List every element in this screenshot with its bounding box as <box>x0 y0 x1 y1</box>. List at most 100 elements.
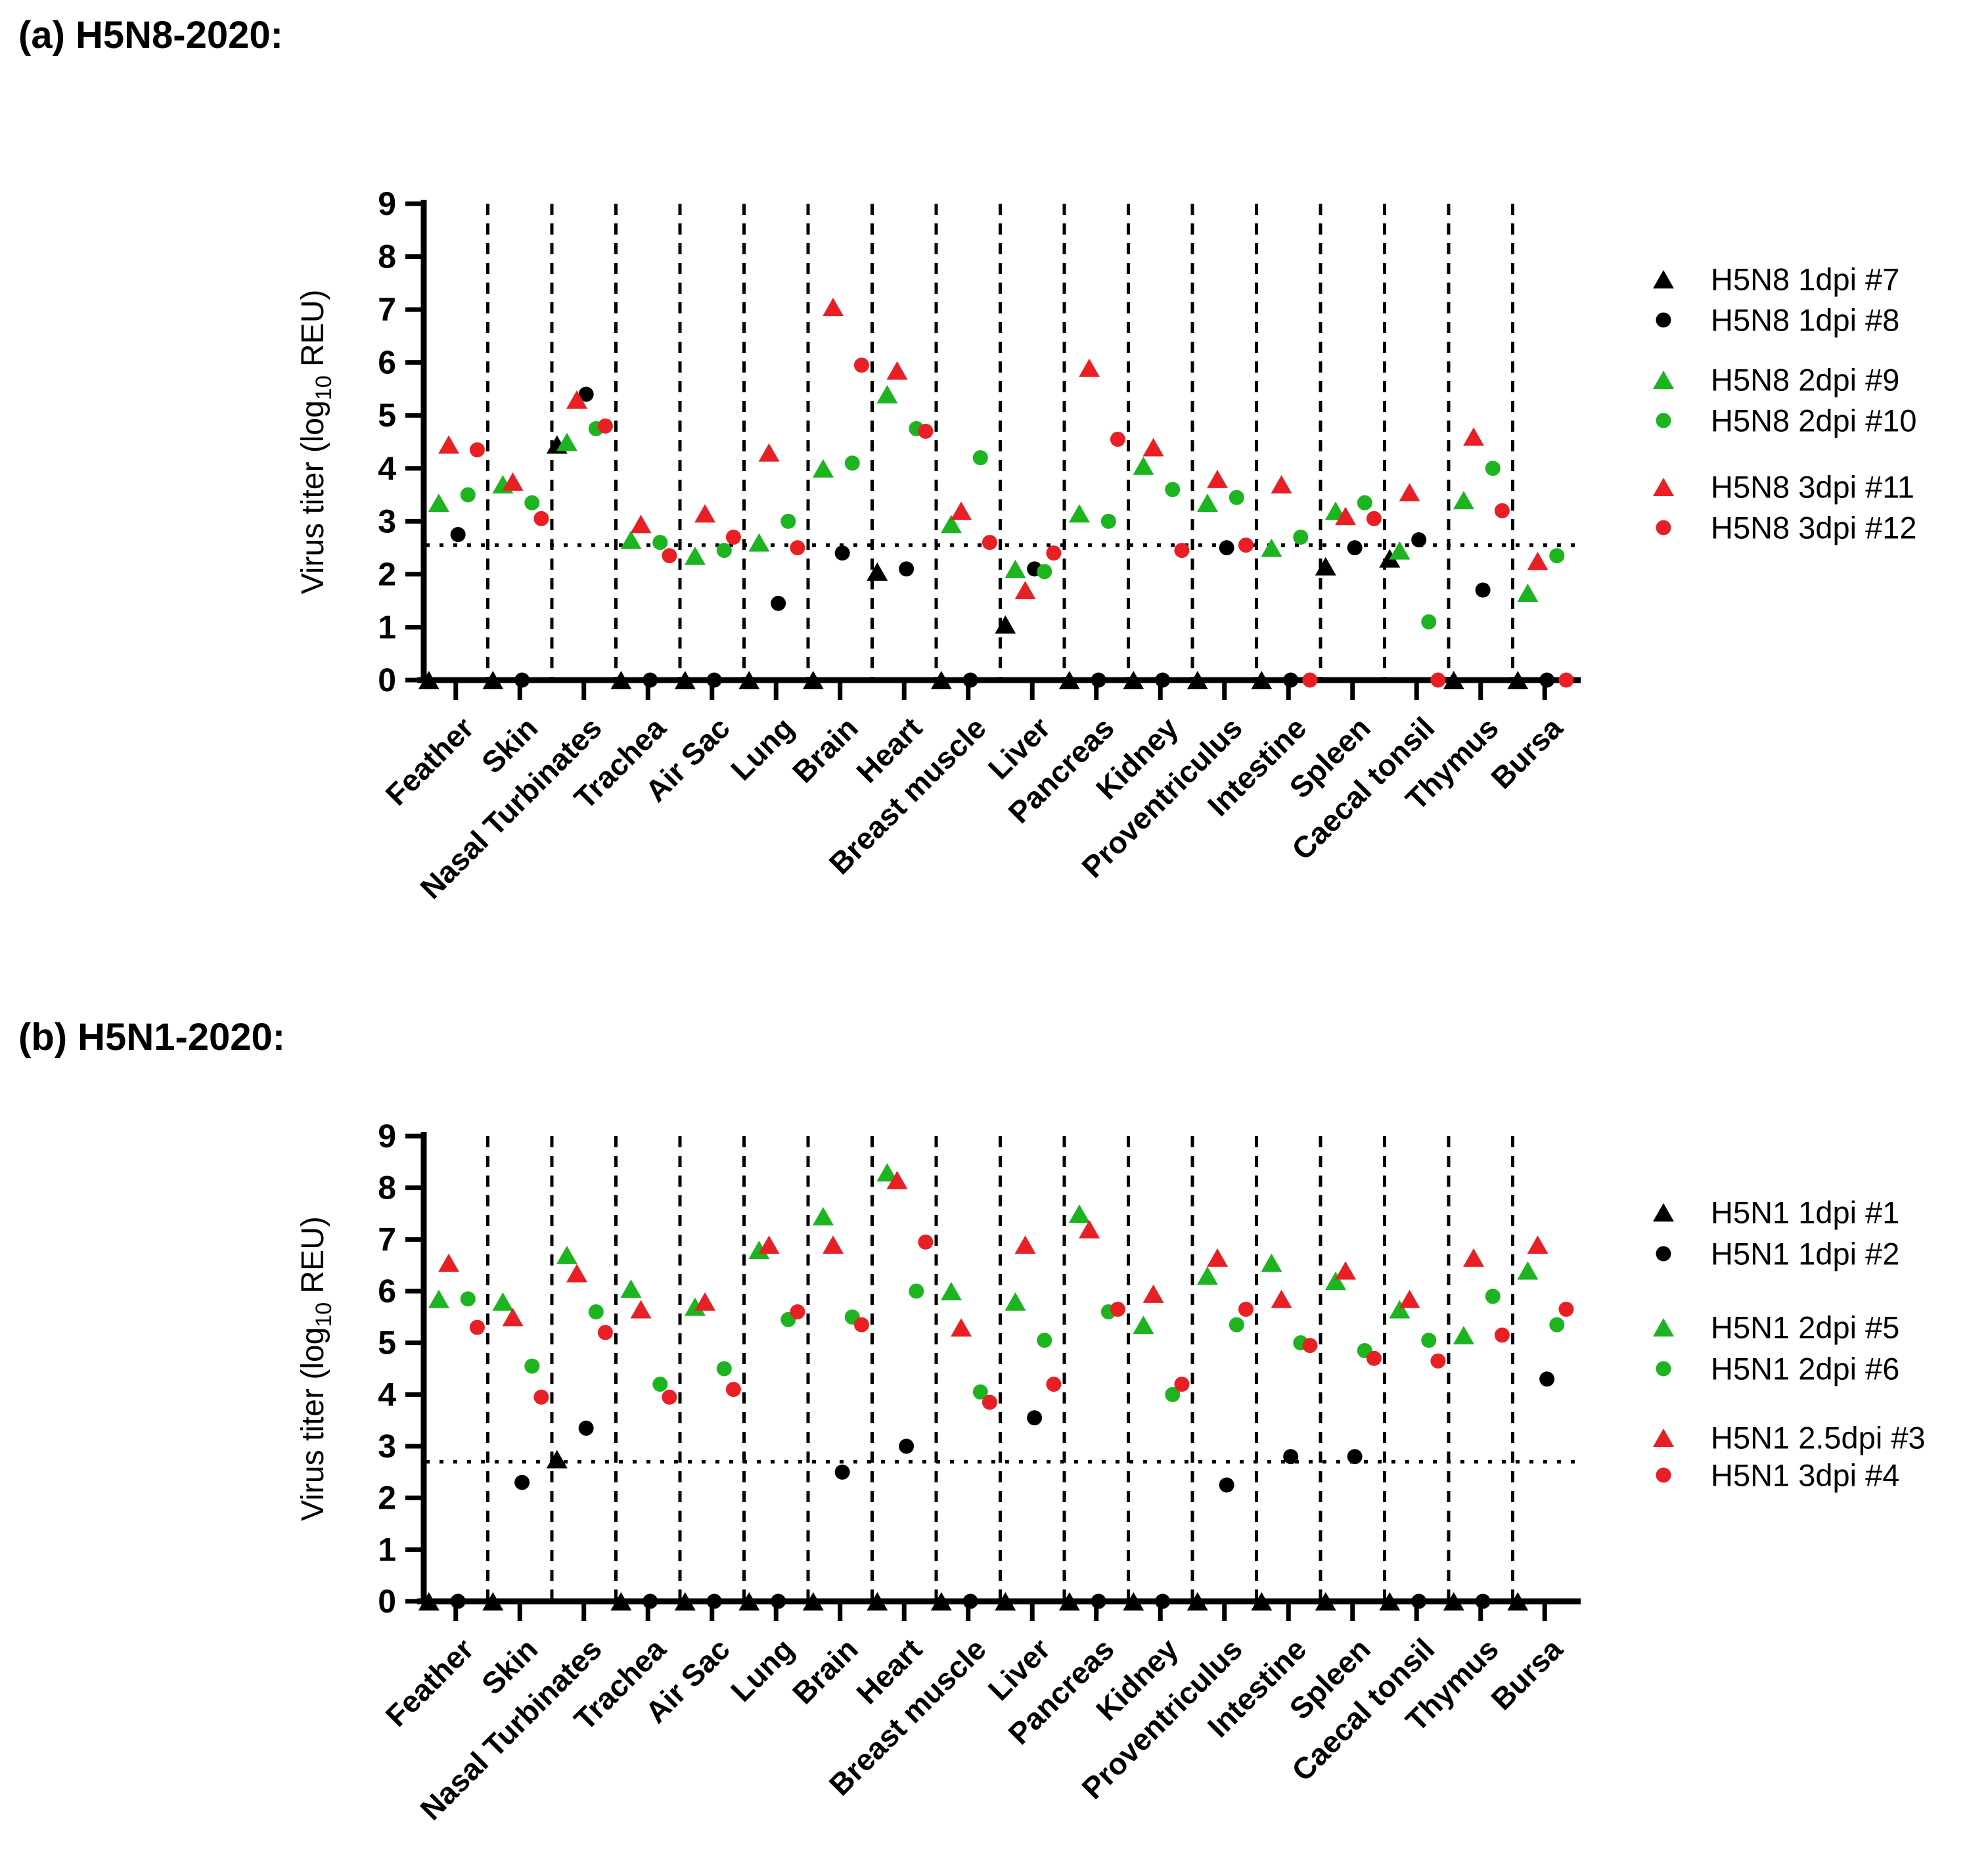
data-point <box>1100 513 1116 529</box>
data-point <box>1347 1449 1363 1465</box>
data-point <box>1196 1266 1218 1285</box>
data-point <box>643 672 658 688</box>
data-point <box>684 546 706 565</box>
data-point <box>1399 483 1420 502</box>
data-point <box>853 1317 869 1333</box>
data-point <box>1430 1353 1446 1369</box>
data-point <box>1485 1289 1501 1304</box>
data-point <box>972 450 988 466</box>
data-point <box>918 423 934 439</box>
y-tick-label: 7 <box>378 291 396 328</box>
data-point <box>1207 469 1229 488</box>
data-point <box>1110 431 1125 447</box>
data-point <box>771 1593 786 1609</box>
data-point <box>930 671 952 689</box>
data-point <box>1165 1386 1181 1402</box>
data-point <box>725 530 741 545</box>
data-point <box>758 443 780 462</box>
y-tick-label: 5 <box>378 1325 396 1361</box>
data-point <box>982 535 997 551</box>
legend-marker <box>1653 478 1674 496</box>
data-point <box>502 472 524 491</box>
legend-marker <box>1653 1428 1674 1447</box>
legend-label: H5N1 2.5dpi #3 <box>1711 1421 1926 1455</box>
data-point <box>1079 1220 1100 1239</box>
data-point <box>823 298 844 317</box>
data-point <box>1283 1449 1299 1465</box>
data-point <box>1558 672 1574 688</box>
data-point <box>940 1282 962 1300</box>
data-point <box>418 671 440 689</box>
data-point <box>450 526 466 542</box>
y-axis-title: Virus titer (log10 REU) <box>296 1216 336 1521</box>
data-point <box>1517 1261 1539 1280</box>
y-tick-label: 9 <box>378 1118 396 1154</box>
data-point <box>418 1592 440 1611</box>
data-point <box>533 511 549 526</box>
data-point <box>1123 1592 1144 1611</box>
data-point <box>790 1304 805 1319</box>
data-point <box>566 1264 588 1283</box>
y-tick-label: 5 <box>378 397 396 434</box>
data-point <box>771 595 786 611</box>
data-point <box>1379 1592 1401 1611</box>
data-point <box>780 513 796 529</box>
data-point <box>738 671 760 689</box>
data-point <box>652 1377 668 1392</box>
data-point <box>1324 1271 1346 1291</box>
data-point <box>738 1592 760 1611</box>
data-point <box>1142 438 1164 457</box>
y-tick-label: 3 <box>378 1428 396 1465</box>
data-point <box>1411 1593 1427 1609</box>
legend-marker <box>1653 1318 1674 1337</box>
data-point <box>1443 671 1464 689</box>
data-point <box>514 1474 530 1490</box>
data-point <box>1302 672 1318 688</box>
data-point <box>1174 1377 1190 1392</box>
data-point <box>1302 1338 1318 1354</box>
data-point <box>1133 1315 1154 1335</box>
data-point <box>566 390 588 409</box>
data-point <box>428 1289 449 1308</box>
data-point <box>1558 1302 1574 1317</box>
y-tick-label: 1 <box>378 608 396 645</box>
data-point <box>1046 545 1062 561</box>
data-point <box>662 548 677 564</box>
data-point <box>1014 581 1036 600</box>
data-point <box>546 1450 568 1469</box>
legend-label: H5N1 2dpi #5 <box>1711 1310 1899 1345</box>
data-point <box>1517 583 1539 603</box>
data-point <box>1494 503 1510 518</box>
data-point <box>1251 1592 1273 1611</box>
data-point <box>1238 537 1254 553</box>
data-point <box>1527 1235 1548 1254</box>
legend-label: H5N8 2dpi #9 <box>1711 363 1899 398</box>
data-point <box>1261 538 1282 557</box>
data-point <box>597 1325 613 1340</box>
data-point <box>1091 1593 1106 1609</box>
data-point <box>1261 1253 1282 1272</box>
legend-label: H5N1 1dpi #2 <box>1711 1237 1899 1271</box>
data-point <box>1494 1327 1510 1343</box>
data-point <box>652 535 668 551</box>
data-point <box>1539 1371 1555 1387</box>
data-point <box>1475 582 1491 598</box>
x-category-label: Lung <box>724 710 800 787</box>
data-point <box>620 530 642 549</box>
data-point <box>909 1283 924 1299</box>
legend-label: H5N1 2dpi #6 <box>1711 1352 1899 1386</box>
data-point <box>1058 1592 1080 1611</box>
data-point <box>1219 1477 1234 1493</box>
data-point <box>1443 1592 1464 1611</box>
data-point <box>1507 1592 1529 1611</box>
legend-label: H5N8 3dpi #11 <box>1711 470 1914 505</box>
data-point <box>428 493 449 513</box>
data-point <box>694 1292 716 1311</box>
x-category-label: Feather <box>379 710 480 811</box>
data-point <box>1196 493 1218 513</box>
data-point <box>514 672 530 688</box>
data-point <box>674 1592 696 1611</box>
data-point <box>1238 1302 1254 1317</box>
data-point <box>662 1389 677 1405</box>
data-point <box>533 1389 549 1405</box>
